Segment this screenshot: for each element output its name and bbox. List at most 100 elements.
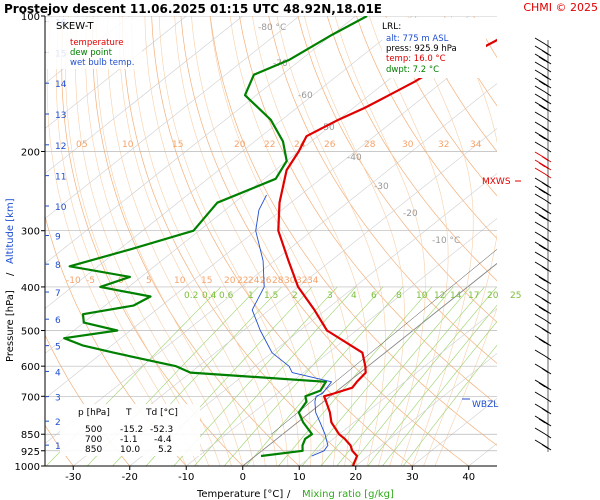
mixing-ratio-label: 14: [450, 291, 462, 301]
wind-barb-staff: [534, 111, 546, 119]
theta-label: 34: [470, 140, 482, 150]
credit-label: CHMI © 2025: [523, 1, 598, 14]
mixing-ratio-label: 8: [396, 291, 402, 301]
wind-barb-staff: [534, 193, 546, 201]
wind-barb-flag: [538, 276, 546, 282]
wind-barbs: [534, 37, 552, 452]
isotherm: [73, 128, 497, 466]
altitude-tick-label: 7: [55, 289, 61, 299]
wind-barb-flag: [538, 188, 546, 194]
altitude-tick-label: 13: [55, 111, 66, 121]
mixing-ratio-label: 0.2: [184, 291, 198, 301]
altitude-tick-label: 6: [55, 316, 61, 326]
wind-barb-flag: [541, 297, 549, 303]
theta-label: 34: [307, 276, 319, 286]
isotherm: [186, 218, 497, 466]
levels-row-p: 700: [85, 435, 102, 445]
wind-barb-staff: [534, 85, 546, 93]
isotherm: [45, 16, 413, 309]
altitude-tick-label: 3: [55, 394, 61, 404]
wind-barb: [534, 273, 552, 285]
series-dew-point: [63, 16, 368, 458]
theta-label: 30: [402, 140, 414, 150]
y-tick-label: 1000: [15, 462, 40, 473]
wind-barb-flag: [538, 418, 546, 424]
mxws-label: MXWS: [482, 177, 511, 187]
wind-barb-staff: [534, 391, 546, 399]
isotherm: [45, 38, 497, 399]
mixing-ratio-label: 20: [487, 291, 499, 301]
lrl-alt: alt: 775 m ASL: [386, 34, 449, 44]
wind-barb-flag: [538, 306, 546, 312]
theta-label: -10: [66, 276, 81, 286]
legend-box: [46, 17, 142, 69]
theta-label: 26: [260, 276, 272, 286]
theta-label: 22: [237, 276, 248, 286]
theta-label: 32: [438, 140, 449, 150]
altitude-tick-label: 2: [55, 418, 61, 428]
altitude-tick-label: 1: [55, 442, 61, 452]
theta-label: 0: [76, 140, 82, 150]
lrl-dwpt: dwpt: 7.2 °C: [386, 65, 439, 75]
wind-barb-staff: [534, 349, 546, 357]
y-tick-label: 100: [21, 12, 40, 23]
theta-label: 20: [234, 140, 246, 150]
theta-label: 20: [224, 276, 236, 286]
theta-label: 28: [364, 140, 376, 150]
legend-item-dew-point: dew point: [70, 48, 113, 58]
dry-adiabat: [326, 16, 497, 282]
levels-row-td: -52.3: [150, 425, 173, 435]
isotherm-label: -20: [403, 209, 418, 219]
wind-barb-staff: [534, 313, 546, 321]
profile-series: [63, 16, 497, 466]
chart-title: Prostejov descent 11.06.2025 01:15 UTC 4…: [4, 2, 382, 16]
isotherm: [299, 308, 497, 466]
x-tick-label: -20: [122, 472, 138, 483]
mixing-ratio-label: 1.5: [264, 291, 278, 301]
wind-barb-staff: [534, 427, 546, 435]
altitude-tick-label: 14: [55, 80, 67, 90]
levels-header-p: p [hPa]: [78, 408, 110, 418]
y-tick-label: 925: [21, 447, 40, 458]
levels-header-t: T: [125, 408, 132, 418]
levels-table-box: [60, 404, 200, 456]
altitude-tick-label: 4: [55, 368, 61, 378]
wind-barb-staff: [534, 251, 546, 259]
y-tick-label: 700: [21, 392, 40, 403]
mixing-ratio-label: 1: [248, 291, 254, 301]
isotherm-label: -30: [374, 182, 389, 192]
legend-item-temperature: temperature: [70, 38, 123, 48]
wind-barb-flag: [541, 443, 549, 449]
levels-row-p: 500: [85, 425, 102, 435]
levels-row-td: -4.4: [154, 435, 172, 445]
altitude-tick-label: 11: [55, 173, 66, 183]
theta-label: 24: [248, 276, 260, 286]
x-tick-label: 30: [406, 472, 419, 483]
dry-adiabat: [239, 16, 497, 405]
x-axis-label-mixing-ratio: Mixing ratio [g/kg]: [302, 489, 394, 500]
wind-barb-flag: [541, 181, 549, 187]
wind-barb-flag: [538, 338, 546, 344]
x-tick-label: 10: [293, 472, 306, 483]
wind-barb-flag: [541, 49, 549, 55]
altitude-tick-label: 9: [55, 232, 61, 242]
theta-label: 5: [82, 140, 88, 150]
theta-label: 26: [324, 140, 336, 150]
mixing-ratio-label: 6: [371, 291, 377, 301]
mixing-ratio-label: 25: [510, 291, 521, 301]
mixing-ratio-label: 0.4: [202, 291, 217, 301]
wind-barb-flag: [541, 265, 549, 271]
x-tick-label: -30: [65, 472, 81, 483]
series-temperature: [277, 38, 497, 466]
y-tick-label: 500: [21, 327, 40, 338]
x-tick-label: 40: [462, 472, 475, 483]
mixing-ratio-label: 3: [327, 291, 333, 301]
y-tick-label: 600: [21, 362, 40, 373]
theta-label: 30: [284, 276, 296, 286]
wind-barb-flag: [541, 155, 549, 161]
mixing-ratio-label: 0.6: [219, 291, 234, 301]
wind-barb-flag: [538, 244, 546, 250]
y-axis-label-separator: /: [5, 272, 16, 276]
levels-row-t: -15.2: [120, 425, 143, 435]
